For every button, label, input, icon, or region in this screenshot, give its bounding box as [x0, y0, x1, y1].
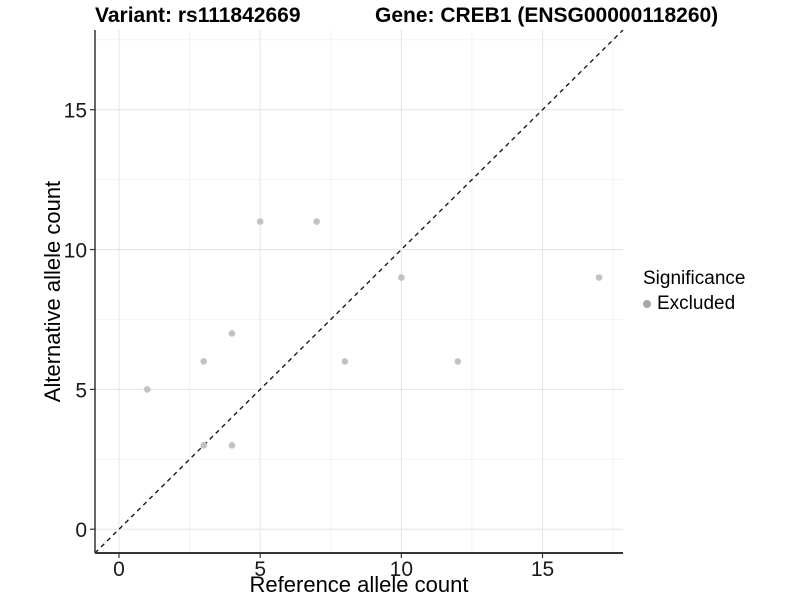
legend-item-label: Excluded [657, 293, 736, 314]
data-point [228, 442, 236, 449]
data-point [398, 274, 405, 281]
data-point [143, 386, 151, 393]
legend: Significance Excluded [641, 268, 745, 315]
data-point [341, 358, 349, 365]
y-tick-label: 15 [64, 100, 87, 123]
data-point [228, 330, 236, 337]
data-point [200, 358, 208, 365]
x-tick-label: 15 [531, 558, 554, 581]
data-point [313, 218, 320, 225]
data-point [595, 274, 603, 281]
y-axis-title: Alternative allele count [40, 180, 65, 403]
y-tick-label: 0 [75, 519, 87, 542]
data-point [256, 218, 264, 225]
identity-dashed-line [94, 29, 624, 554]
y-tick-label: 5 [75, 379, 87, 402]
x-tick-label: 10 [390, 558, 413, 581]
x-tick-label: 5 [254, 558, 266, 581]
x-tick-label: 0 [113, 558, 125, 581]
x-axis-title: Reference allele count [249, 572, 469, 597]
legend-point-icon [643, 300, 651, 308]
plot-title-gene: Gene: CREB1 (ENSG00000118260) [375, 4, 719, 27]
y-tick-label: 10 [64, 240, 87, 263]
legend-item-excluded: Excluded [641, 293, 745, 315]
data-point [454, 358, 462, 365]
data-point [200, 442, 208, 449]
legend-title: Significance [643, 268, 746, 289]
plot-title-variant: Variant: rs111842669 [95, 4, 301, 27]
